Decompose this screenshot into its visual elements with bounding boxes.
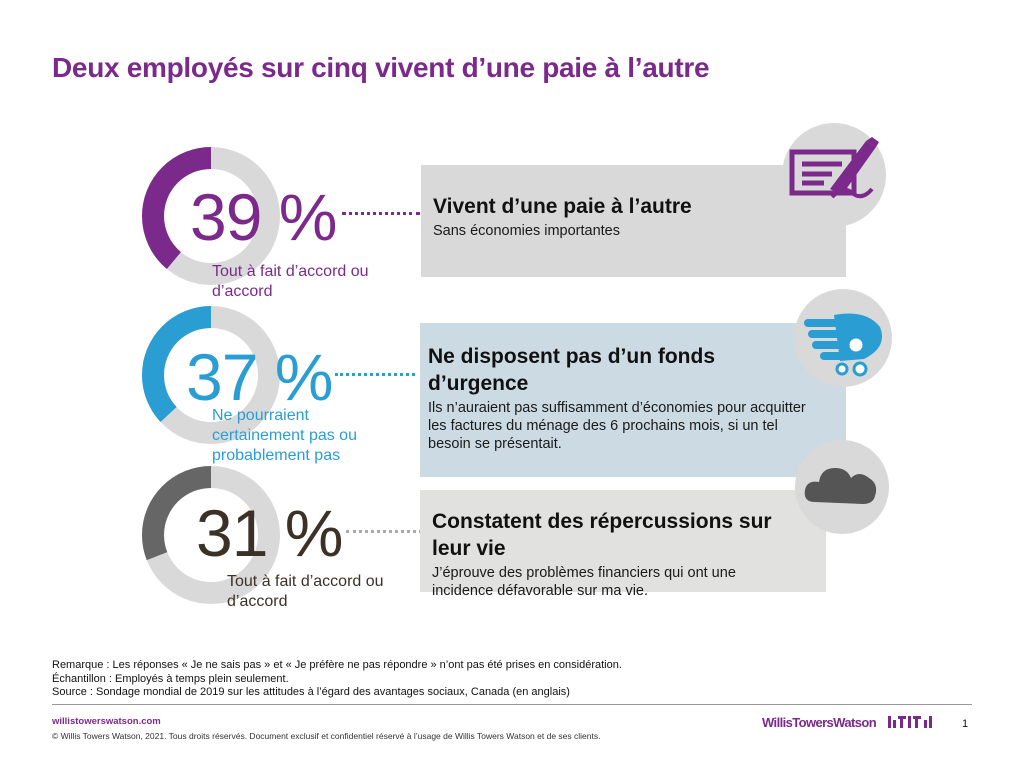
stat-label-1: Tout à fait d’accord ou d’accord xyxy=(212,263,369,300)
stat-box-title-2: Ne disposent pas d’un fonds d’urgence xyxy=(428,345,716,395)
hand-coins-icon xyxy=(794,289,892,387)
footnote-source: Source : Sondage mondial de 2019 sur les… xyxy=(52,686,570,698)
website-link[interactable]: willistowerswatson.com xyxy=(52,716,161,727)
stat-box-subtitle-1: Sans économies importantes xyxy=(433,223,620,239)
connector-dots-1 xyxy=(342,212,420,215)
stat-box-subtitle-2: Ils n’auraient pas suffisamment d’économ… xyxy=(428,400,806,452)
donut-chart-3 xyxy=(142,466,280,604)
footer-divider xyxy=(52,704,972,705)
stat-box-2: Ne disposent pas d’un fonds d’urgence Il… xyxy=(420,323,846,477)
stat-box-1: Vivent d’une paie à l’autre Sans économi… xyxy=(421,165,846,277)
copyright-text: © Willis Towers Watson, 2021. Tous droit… xyxy=(52,731,601,741)
stat-percent-3: 31 % xyxy=(196,496,343,570)
check-writing-icon xyxy=(782,123,886,227)
connector-dots-3 xyxy=(346,530,422,533)
stat-label-2: Ne pourraient certainement pas ou probab… xyxy=(212,407,357,464)
donut-chart-1 xyxy=(142,147,280,285)
stat-label-3: Tout à fait d’accord ou d’accord xyxy=(227,573,384,610)
connector-dots-2 xyxy=(335,373,415,376)
cloud-icon xyxy=(795,440,889,534)
stat-percent-1: 39 % xyxy=(190,180,337,254)
footnotes: Remarque : Les réponses « Je ne sais pas… xyxy=(52,659,622,700)
stat-box-3: Constatent des répercussions sur leur vi… xyxy=(420,490,826,599)
brand-logo-icon xyxy=(888,716,932,728)
stat-percent-2: 37 % xyxy=(186,340,333,414)
stat-box-subtitle-3: J’éprouve des problèmes financiers qui o… xyxy=(432,565,736,599)
footnote-remark: Remarque : Les réponses « Je ne sais pas… xyxy=(52,659,622,671)
page-title: Deux employés sur cinq vivent d’une paie… xyxy=(52,52,710,83)
stat-box-title-3: Constatent des répercussions sur leur vi… xyxy=(432,510,772,560)
stat-box-title-1: Vivent d’une paie à l’autre xyxy=(433,195,692,218)
brand-logo-text: WillisTowersWatson xyxy=(762,715,877,730)
donut-chart-2 xyxy=(142,306,280,444)
footnote-sample: Échantillon : Employés à temps plein seu… xyxy=(52,672,289,685)
page-number: 1 xyxy=(962,718,969,730)
